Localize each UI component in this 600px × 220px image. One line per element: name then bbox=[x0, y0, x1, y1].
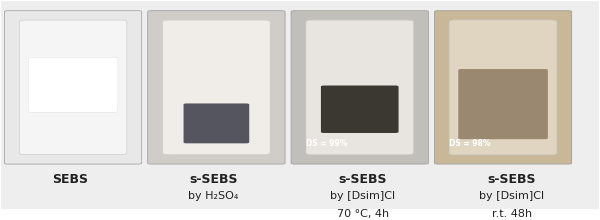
FancyBboxPatch shape bbox=[148, 11, 285, 164]
FancyBboxPatch shape bbox=[19, 20, 127, 155]
Text: DS = 99%: DS = 99% bbox=[306, 139, 347, 148]
FancyBboxPatch shape bbox=[449, 20, 557, 155]
FancyBboxPatch shape bbox=[321, 86, 398, 133]
FancyBboxPatch shape bbox=[184, 103, 249, 143]
Text: s-SEBS: s-SEBS bbox=[338, 173, 387, 186]
FancyBboxPatch shape bbox=[291, 11, 428, 164]
FancyBboxPatch shape bbox=[434, 11, 572, 164]
FancyBboxPatch shape bbox=[28, 57, 118, 112]
Text: s-SEBS: s-SEBS bbox=[488, 173, 536, 186]
Text: 70 °C, 4h: 70 °C, 4h bbox=[337, 209, 389, 219]
FancyBboxPatch shape bbox=[163, 20, 270, 155]
Text: s-SEBS: s-SEBS bbox=[189, 173, 238, 186]
FancyBboxPatch shape bbox=[0, 0, 600, 211]
Text: r.t. 48h: r.t. 48h bbox=[492, 209, 532, 219]
FancyBboxPatch shape bbox=[4, 11, 142, 164]
Text: by [Dsim]Cl: by [Dsim]Cl bbox=[330, 191, 395, 201]
Text: by H₂SO₄: by H₂SO₄ bbox=[188, 191, 239, 201]
Text: by [Dsim]Cl: by [Dsim]Cl bbox=[479, 191, 545, 201]
Text: DS = 98%: DS = 98% bbox=[449, 139, 491, 148]
FancyBboxPatch shape bbox=[458, 69, 548, 139]
Text: SEBS: SEBS bbox=[52, 173, 88, 186]
FancyBboxPatch shape bbox=[306, 20, 413, 155]
